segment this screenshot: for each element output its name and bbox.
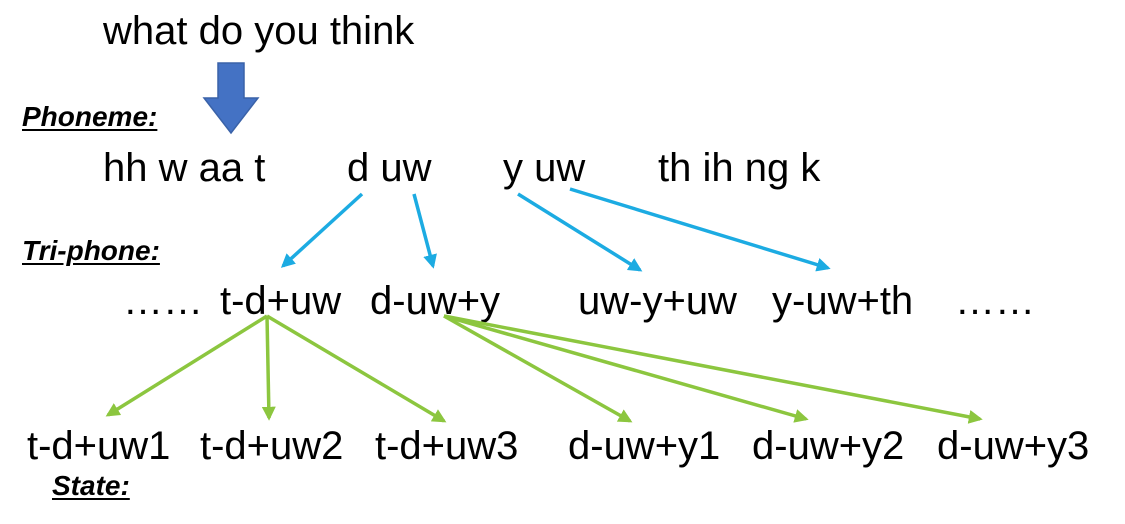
arrow-d-to-t-d-uw	[280, 192, 364, 268]
arrow-uw-to-d-uw-y	[412, 193, 437, 269]
triphone-y-uw-th: y-uw+th	[772, 279, 914, 323]
arrow-d-uw-y-to-state3	[443, 314, 983, 424]
arrow-d-uw-y-to-state1	[443, 314, 633, 423]
triphone-uw-y-uw: uw-y+uw	[578, 279, 737, 323]
down-arrow-icon	[202, 62, 260, 135]
triphone-ellipsis-left: ……	[123, 279, 203, 323]
arrow-t-d-uw-to-state2	[261, 315, 276, 421]
phoneme-think: th ih ng k	[658, 146, 821, 190]
state-d-uw-y3: d-uw+y3	[937, 424, 1090, 468]
sentence-text: what do you think	[103, 9, 415, 53]
phoneme-you: y uw	[503, 146, 586, 190]
triphone-t-d-uw: t-d+uw	[220, 279, 342, 323]
state-t-d-uw1: t-d+uw1	[27, 424, 171, 468]
triphone-ellipsis-right: ……	[955, 279, 1035, 323]
state-d-uw-y2: d-uw+y2	[752, 424, 905, 468]
state-t-d-uw2: t-d+uw2	[200, 424, 344, 468]
state-t-d-uw3: t-d+uw3	[375, 424, 519, 468]
arrow-t-d-uw-to-state1	[105, 314, 268, 417]
arrow-uw-to-y-uw-th	[569, 187, 831, 272]
triphone-d-uw-y: d-uw+y	[370, 279, 501, 323]
phoneme-what: hh w aa t	[103, 146, 266, 190]
triphone-label: Tri-phone:	[22, 235, 160, 266]
arrow-t-d-uw-to-state3	[266, 314, 447, 423]
state-d-uw-y1: d-uw+y1	[568, 424, 721, 468]
phoneme-do: d uw	[347, 146, 432, 190]
phoneme-label: Phoneme:	[22, 101, 158, 132]
arrow-y-to-uw-y-uw	[517, 192, 643, 272]
state-label: State:	[52, 470, 130, 501]
arrow-d-uw-y-to-state2	[443, 314, 809, 423]
